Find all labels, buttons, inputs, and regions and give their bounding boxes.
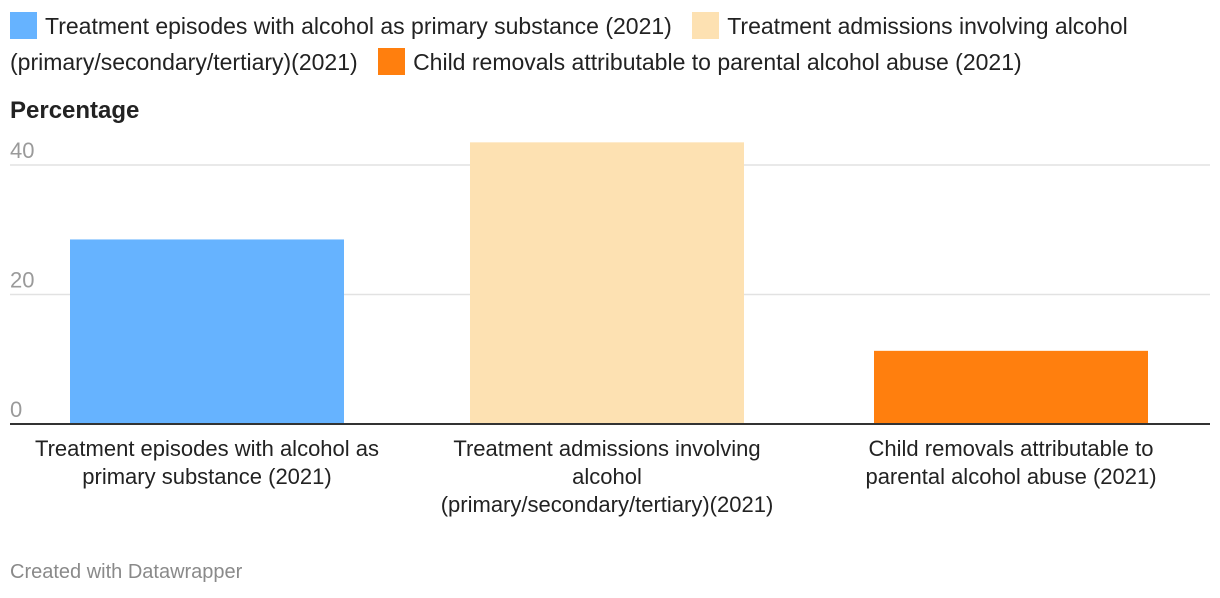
legend-swatch <box>692 12 720 39</box>
category-label-line: parental alcohol abuse (2021) <box>865 464 1156 489</box>
category-label-line: alcohol <box>572 464 642 489</box>
category-label-line: (primary/secondary/tertiary)(2021) <box>441 492 774 517</box>
legend: Treatment episodes with alcohol as prima… <box>10 8 1210 80</box>
bar <box>874 350 1148 424</box>
category-label-line: Child removals attributable to <box>869 436 1154 461</box>
category-label-line: primary substance (2021) <box>82 464 331 489</box>
legend-item-admissions: Treatment admissions involving alcohol (… <box>10 12 1128 75</box>
category-label-line: Treatment admissions involving <box>453 436 760 461</box>
bar <box>470 142 744 424</box>
category-label: Treatment admissions involving alcohol (pr… <box>441 436 774 517</box>
y-tick-label: 20 <box>10 268 34 293</box>
legend-label: Child removals attributable to parental … <box>413 49 1022 75</box>
legend-label: Treatment episodes with alcohol as prima… <box>45 13 672 39</box>
legend-item-episodes: Treatment episodes with alcohol as prima… <box>10 12 672 39</box>
category-label-line: Treatment episodes with alcohol as <box>35 436 379 461</box>
y-tick-label: 0 <box>10 397 22 422</box>
legend-item-removals: Child removals attributable to parental … <box>378 48 1022 75</box>
legend-swatch <box>378 48 406 75</box>
credit-footer: Created with Datawrapper <box>10 561 243 583</box>
legend-label: Treatment admissions involving alcohol (… <box>10 13 1128 75</box>
category-label: Treatment episodes with alcohol as primar… <box>35 436 379 489</box>
legend-swatch <box>10 12 37 39</box>
y-tick-label: 40 <box>10 138 34 163</box>
bar <box>70 239 344 424</box>
category-label: Child removals attributable to parental a… <box>865 436 1156 489</box>
bar-chart: 0 20 40 Treatment episodes with alcohol as p… <box>10 138 1210 517</box>
y-axis-title: Percentage <box>10 97 140 124</box>
